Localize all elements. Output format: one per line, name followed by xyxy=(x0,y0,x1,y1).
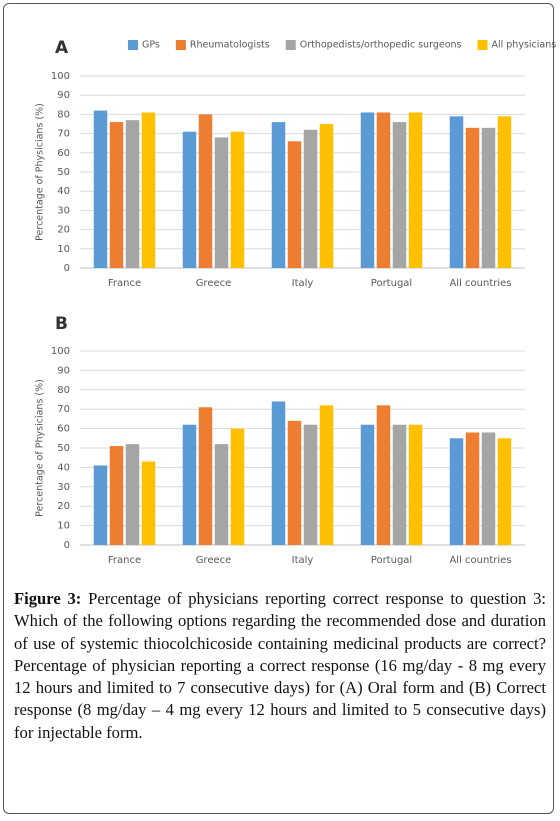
bar xyxy=(93,465,108,545)
y-tick-label: 30 xyxy=(57,205,70,216)
bar xyxy=(182,131,197,268)
bar xyxy=(319,405,334,545)
x-tick-label: Portugal xyxy=(371,278,412,289)
bar xyxy=(182,424,197,545)
y-tick-label: 100 xyxy=(51,71,70,82)
bar xyxy=(376,112,391,268)
y-tick-label: 80 xyxy=(57,385,70,396)
bar xyxy=(376,405,391,545)
legend-label: Orthopedists/orthopedic surgeons xyxy=(300,40,462,51)
y-tick-label: 20 xyxy=(57,225,70,236)
bar xyxy=(303,129,318,268)
legend-label: GPs xyxy=(142,40,160,51)
y-tick-label: 60 xyxy=(57,424,70,435)
y-tick-label: 40 xyxy=(57,462,70,473)
bar xyxy=(408,424,423,545)
y-tick-label: 20 xyxy=(57,501,70,512)
bar xyxy=(360,112,375,268)
y-tick-label: 10 xyxy=(57,521,70,532)
bar xyxy=(497,438,512,545)
x-tick-label: France xyxy=(108,555,141,566)
caption-label: Figure 3: xyxy=(14,589,82,608)
bar xyxy=(481,432,496,545)
bar xyxy=(449,116,464,268)
bar xyxy=(497,116,512,268)
bar xyxy=(303,424,318,545)
legend-swatch xyxy=(128,40,138,50)
bar xyxy=(465,432,480,545)
bar xyxy=(465,127,480,268)
bar xyxy=(449,438,464,545)
bar xyxy=(271,401,286,545)
y-tick-label: 0 xyxy=(64,263,70,274)
y-tick-label: 100 xyxy=(51,346,70,357)
y-axis-label: Percentage of Physicians (%) xyxy=(35,379,46,517)
figure-frame xyxy=(3,3,554,814)
bar xyxy=(481,127,496,268)
y-tick-label: 50 xyxy=(57,167,70,178)
bar xyxy=(271,122,286,268)
legend-swatch xyxy=(175,40,186,50)
bar xyxy=(109,122,124,268)
bar xyxy=(125,120,140,268)
y-tick-label: 0 xyxy=(64,540,70,551)
bar xyxy=(392,122,407,268)
bar xyxy=(125,444,140,545)
x-tick-label: Greece xyxy=(196,278,232,289)
bar xyxy=(287,420,302,545)
x-tick-label: All countries xyxy=(449,555,511,566)
x-tick-label: Italy xyxy=(292,278,314,289)
legend-swatch xyxy=(477,40,488,50)
bar xyxy=(93,110,108,268)
bar xyxy=(141,461,156,545)
caption-text: Percentage of physicians reporting corre… xyxy=(14,589,546,742)
bar xyxy=(109,446,124,545)
bar xyxy=(319,124,334,268)
y-tick-label: 60 xyxy=(57,148,70,159)
legend-label: Rheumatologists xyxy=(190,40,270,51)
y-tick-label: 80 xyxy=(57,109,70,120)
x-tick-label: Portugal xyxy=(371,555,412,566)
y-tick-label: 10 xyxy=(57,244,70,255)
legend-label: All physicians xyxy=(491,40,556,51)
bar xyxy=(230,428,245,545)
bar xyxy=(287,141,302,268)
bar xyxy=(214,137,229,268)
x-tick-label: France xyxy=(108,278,141,289)
bar xyxy=(198,114,213,269)
y-tick-label: 50 xyxy=(57,443,70,454)
x-tick-label: All countries xyxy=(449,278,511,289)
bar xyxy=(230,131,245,268)
y-tick-label: 90 xyxy=(57,90,70,101)
caption: Figure 3: Percentage of physicians repor… xyxy=(14,588,546,744)
legend-swatch xyxy=(285,40,296,50)
bar xyxy=(360,424,375,545)
panel-label: B xyxy=(55,314,68,334)
x-tick-label: Italy xyxy=(292,555,314,566)
bar xyxy=(392,424,407,545)
bar xyxy=(214,444,229,545)
bar xyxy=(408,112,423,268)
y-tick-label: 70 xyxy=(57,129,70,140)
y-axis-label: Percentage of Physicians (%) xyxy=(35,103,46,241)
panel-label: A xyxy=(55,38,69,58)
y-tick-label: 70 xyxy=(57,404,70,415)
x-tick-label: Greece xyxy=(196,555,232,566)
y-tick-label: 40 xyxy=(57,186,70,197)
bar xyxy=(141,112,156,268)
y-tick-label: 30 xyxy=(57,482,70,493)
y-tick-label: 90 xyxy=(57,365,70,376)
bar xyxy=(198,407,213,545)
